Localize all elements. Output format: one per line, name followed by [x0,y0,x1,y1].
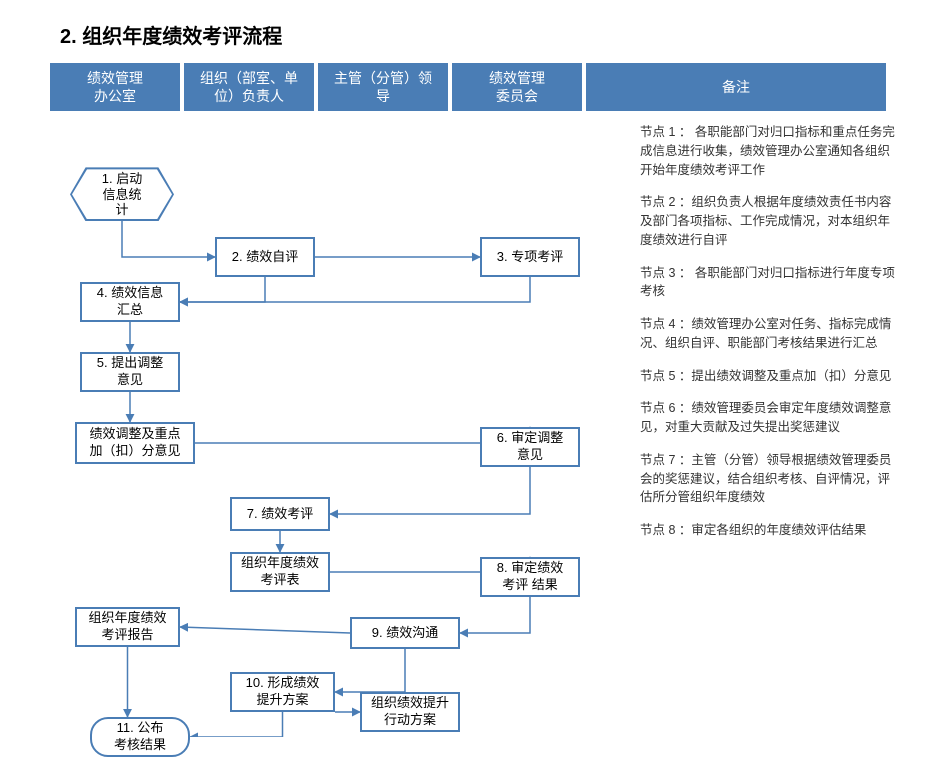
node-n4: 4. 绩效信息 汇总 [80,282,180,322]
node-n5: 5. 提出调整 意见 [80,352,180,392]
swimlane-headers: 绩效管理 办公室组织（部室、单 位）负责人主管（分管）领 导绩效管理 委员会备注 [50,63,900,111]
node-nd3: 组织年度绩效 考评报告 [75,607,180,647]
node-n2: 2. 绩效自评 [215,237,315,277]
page-title: 2. 组织年度绩效考评流程 [60,20,900,49]
note-4: 节点 4 ：绩效管理办公室对任务、指标完成情况、组织自评、职能部门考核结果进行汇… [640,315,900,353]
node-nd2: 组织年度绩效 考评表 [230,552,330,592]
note-1: 节点 1 ： 各职能部门对归口指标和重点任务完成信息进行收集，绩效管理办公室通知… [640,123,900,179]
node-n1: 1. 启动 信息统 计 [70,167,174,221]
node-nd4: 组织绩效提升 行动方案 [360,692,460,732]
note-6: 节点 6 ：绩效管理委员会审定年度绩效调整意见，对重大贡献及过失提出奖惩建议 [640,399,900,437]
note-7: 节点 7 ：主管（分管）领导根据绩效管理委员会的奖惩建议，结合组织考核、自评情况… [640,451,900,507]
notes-area: 节点 1 ： 各职能部门对归口指标和重点任务完成信息进行收集，绩效管理办公室通知… [640,123,900,554]
flowchart-container: 绩效管理 办公室组织（部室、单 位）负责人主管（分管）领 导绩效管理 委员会备注… [50,63,900,723]
swimlane-header-1: 组织（部室、单 位）负责人 [184,63,314,111]
note-2: 节点 2 ：组织负责人根据年度绩效责任书内容及部门各项指标、工作完成情况，对本组… [640,193,900,249]
swimlane-header-4: 备注 [586,63,886,111]
node-n6: 6. 审定调整 意见 [480,427,580,467]
node-n3: 3. 专项考评 [480,237,580,277]
node-n10: 10. 形成绩效 提升方案 [230,672,335,712]
node-n8: 8. 审定绩效 考评 结果 [480,557,580,597]
swimlane-header-2: 主管（分管）领 导 [318,63,448,111]
flow-area: 1. 启动 信息统 计 2. 绩效自评 3. 专项考评 4. 绩效信息 汇总 5. 提出… [50,117,610,737]
node-n11: 11. 公布 考核结果 [90,717,190,757]
node-n7: 7. 绩效考评 [230,497,330,531]
node-n9: 9. 绩效沟通 [350,617,460,649]
note-5: 节点 5 ：提出绩效调整及重点加（扣）分意见 [640,367,900,386]
node-nd1: 绩效调整及重点 加（扣）分意见 [75,422,195,464]
note-8: 节点 8 ：审定各组织的年度绩效评估结果 [640,521,900,540]
swimlane-header-0: 绩效管理 办公室 [50,63,180,111]
swimlane-header-3: 绩效管理 委员会 [452,63,582,111]
note-3: 节点 3 ： 各职能部门对归口指标进行年度专项考核 [640,264,900,302]
